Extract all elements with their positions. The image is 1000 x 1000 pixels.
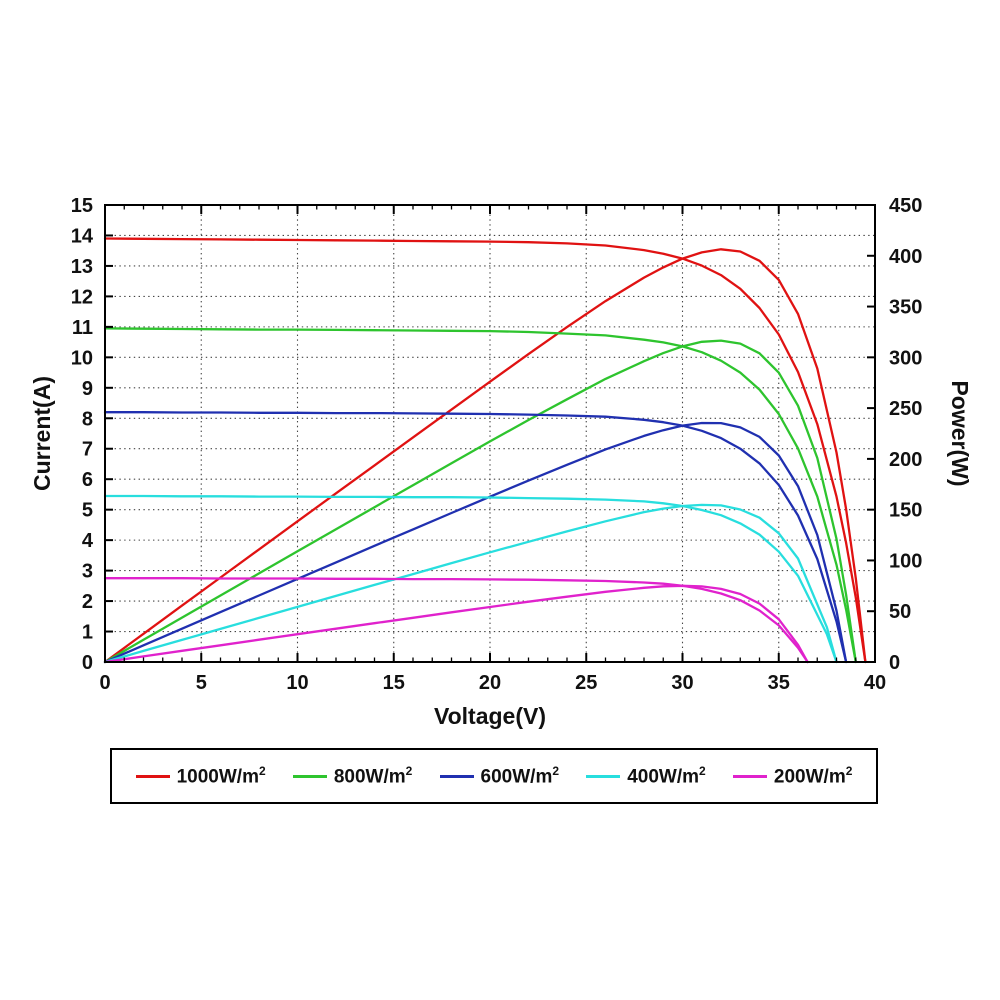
x-tick-label: 40 — [864, 672, 886, 694]
legend: 1000W/m2 800W/m2 600W/m2 400W/m2 200W/m2 — [110, 748, 878, 805]
y-left-axis-title: Current(A) — [29, 376, 55, 491]
x-tick-label: 35 — [768, 672, 790, 694]
legend-item: 1000W/m2 — [135, 764, 266, 788]
series-3-pv-curve — [103, 503, 838, 664]
y-right-axis-title: Power(W) — [947, 380, 973, 486]
y-left-tick-label: 8 — [82, 408, 93, 430]
legend-item: 200W/m2 — [732, 764, 853, 788]
y-right-tick-label: 200 — [889, 449, 922, 471]
x-tick-label: 20 — [479, 672, 501, 694]
y-right-tick-label: 150 — [889, 500, 922, 522]
series-3-iv-curve — [103, 494, 838, 664]
x-tick-label: 30 — [671, 672, 693, 694]
series-2-pv-curve — [103, 421, 848, 664]
y-right-tick-label: 0 — [889, 652, 900, 674]
legend-label: 600W/m2 — [480, 764, 560, 788]
y-left-tick-label: 2 — [82, 591, 93, 613]
legend-line-swatch — [135, 774, 170, 778]
y-right-tick-label: 450 — [889, 195, 922, 217]
legend-line-swatch — [586, 774, 621, 778]
y-left-tick-label: 12 — [71, 286, 93, 308]
y-left-tick-label: 7 — [82, 439, 93, 461]
x-tick-label: 0 — [99, 672, 110, 694]
legend-line-swatch — [439, 774, 474, 778]
series-4-pv-curve — [103, 584, 809, 664]
y-right-tick-label: 100 — [889, 550, 922, 572]
y-left-tick-label: 11 — [72, 317, 93, 339]
y-right-tick-label: 300 — [889, 347, 922, 369]
legend-line-swatch — [292, 774, 327, 778]
y-left-tick-label: 13 — [71, 256, 93, 278]
y-left-tick-label: 6 — [82, 469, 93, 491]
y-right-tick-label: 400 — [889, 246, 922, 268]
series-4-iv-curve — [103, 577, 809, 664]
legend-line-swatch — [732, 774, 767, 778]
series-1-iv-curve — [103, 327, 857, 664]
legend-item: 800W/m2 — [292, 764, 413, 788]
y-left-tick-label: 14 — [71, 225, 94, 247]
x-tick-label: 10 — [286, 672, 308, 694]
legend-item: 400W/m2 — [586, 764, 706, 788]
x-tick-label: 15 — [383, 672, 405, 694]
series-1-pv-curve — [103, 339, 857, 664]
y-right-tick-label: 50 — [889, 601, 911, 623]
iv-pv-chart-canvas: 0 5 10 15 20 25 30 35 40012345678910111213141505… — [29, 195, 973, 729]
y-left-tick-label: 5 — [82, 500, 93, 522]
legend-label: 400W/m2 — [627, 764, 706, 788]
series-0-iv-curve — [103, 237, 867, 664]
y-left-tick-label: 1 — [82, 622, 93, 644]
y-right-tick-label: 250 — [889, 398, 922, 420]
y-right-tick-label: 350 — [889, 297, 922, 319]
legend-label: 200W/m2 — [773, 764, 853, 788]
x-tick-label: 25 — [575, 672, 597, 694]
legend-label: 800W/m2 — [333, 764, 413, 788]
y-left-tick-label: 3 — [82, 561, 93, 583]
series-2-iv-curve — [103, 411, 848, 664]
legend-items: 1000W/m2 800W/m2 600W/m2 400W/m2 200W/m2 — [122, 764, 866, 788]
y-left-tick-label: 4 — [82, 530, 94, 552]
y-left-tick-label: 0 — [82, 652, 93, 674]
x-tick-label: 5 — [196, 672, 207, 694]
y-left-tick-label: 15 — [71, 195, 93, 217]
series-0-pv-curve — [103, 248, 867, 664]
legend-item: 600W/m2 — [439, 764, 560, 788]
x-axis-title: Voltage(V) — [434, 703, 546, 729]
y-left-tick-label: 9 — [82, 378, 93, 400]
y-left-tick-label: 10 — [71, 347, 93, 369]
legend-label: 1000W/m2 — [176, 764, 266, 788]
